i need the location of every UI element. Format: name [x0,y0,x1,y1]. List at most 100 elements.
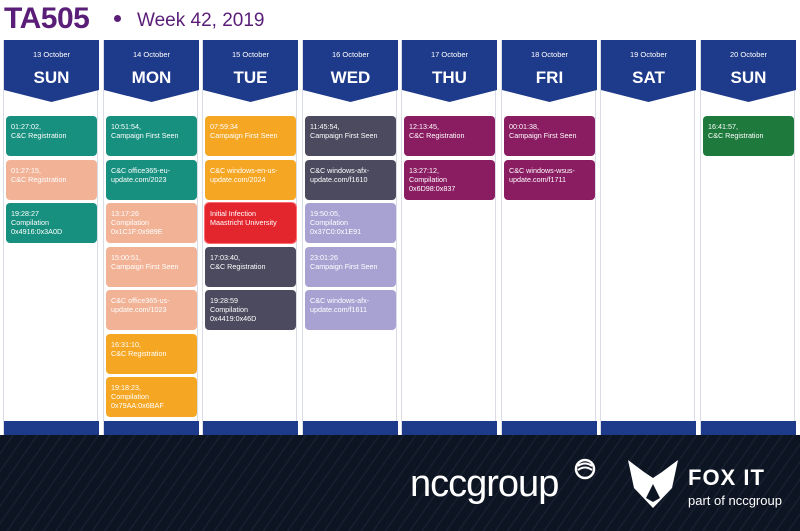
event-time: 19:18:23, [111,383,141,392]
event-time: 10:51:54, [111,122,141,131]
event-card[interactable]: 19:28:27 Compilation 0x4916:0x3A0D [6,203,97,243]
nccgroup-logo: nccgroup [410,463,559,505]
event-card[interactable]: 13:27:12, Compilation 0x6D98:0x837 [404,160,495,200]
day-footer-bar [601,421,696,435]
event-detail: update.com/2024 [210,175,266,184]
day-of-week: SUN [730,68,767,87]
day-column: 18 October FRI 00:01:38, Campaign First See… [501,40,597,435]
day-date: 20 October [729,50,768,59]
event-card[interactable]: 12:13:45, C&C Registration [404,116,495,156]
event-time: 13:27:12, [409,166,439,175]
event-card[interactable]: 00:01:38, Campaign First Seen [504,116,595,156]
event-text: C&C Registration [708,131,764,140]
event-card[interactable]: 16:41:57, C&C Registration [703,116,794,156]
foxit-subtitle: part of nccgroup [688,493,782,508]
event-card[interactable]: 13:17:26 Compilation 0x1C1F:0x989E [106,203,197,243]
event-card[interactable]: 10:51:54, Campaign First Seen [106,116,197,156]
event-text: Compilation [409,175,447,184]
event-card[interactable]: C&C office365-us-update.com/1023 [106,290,197,330]
event-card[interactable]: C&C windows-wsus-update.com/f1711 [504,160,595,200]
event-card[interactable]: 23:01:26 Campaign First Seen [305,247,396,287]
day-of-week: WED [330,68,371,87]
event-card[interactable]: 19:18:23, Compilation 0x79AA:0x6BAF [106,377,197,417]
event-text: C&C Registration [11,175,67,184]
day-column: 14 October MON 10:51:54, Campaign First See… [103,40,199,435]
event-detail: 0x79AA:0x6BAF [111,401,164,410]
day-footer-bar [502,421,597,435]
day-column: 19 October SAT [600,40,696,435]
fox-head-icon [628,460,678,508]
event-detail: 0x6D98:0x837 [409,184,456,193]
event-time: 13:17:26 [111,209,139,218]
event-time: 19:28:27 [11,209,39,218]
foxit-name: FOX IT [688,465,765,490]
event-text: Compilation [111,392,149,401]
day-footer-bar [303,421,398,435]
event-time: 16:31:10, [111,340,141,349]
day-date: 17 October [430,50,469,59]
day-of-week: SUN [33,68,70,87]
event-text: Compilation [111,218,149,227]
day-banner: 14 October MON [104,40,199,102]
day-banner: 15 October TUE [203,40,298,102]
day-date: 19 October [629,50,668,59]
page-header: TA505 Week 42, 2019 [0,0,800,40]
event-detail: update.com/f1610 [310,175,368,184]
event-text: Campaign First Seen [310,131,378,140]
event-card[interactable]: C&C windows-afx-update.com/f1611 [305,290,396,330]
event-card[interactable]: 07:59:34 Campaign First Seen [205,116,296,156]
event-text: C&C office365-eu- [111,166,170,175]
day-column: 17 October THU 12:13:45, C&C Registration 13… [401,40,497,435]
event-time: 19:28:59 [210,296,238,305]
event-time: 07:59:34 [210,122,238,131]
day-date: 16 October [331,50,370,59]
event-card[interactable]: 16:31:10, C&C Registration [106,334,197,374]
event-card[interactable]: 19:50:05, Compilation 0x37C0:0x1E91 [305,203,396,243]
day-footer-bar [402,421,497,435]
event-time: 17:03:40, [210,253,240,262]
event-detail: 0x1C1F:0x989E [111,227,163,236]
day-banner: 16 October WED [303,40,398,102]
week-label: Week 42, 2019 [137,10,265,31]
event-text: Campaign First Seen [111,262,179,271]
event-text: C&C windows-afx- [310,296,370,305]
day-of-week: MON [131,68,172,87]
event-time: 19:50:05, [310,209,340,218]
event-detail: 0x4419:0x46D [210,314,257,323]
event-text: C&C windows-afx- [310,166,370,175]
event-card[interactable]: C&C office365-eu-update.com/2023 [106,160,197,200]
event-text: C&C windows-en-us- [210,166,278,175]
footer-pattern [0,435,800,531]
day-footer-bar [701,421,796,435]
event-text: C&C Registration [409,131,465,140]
event-card[interactable]: 01:27:02, C&C Registration [6,116,97,156]
event-text: Initial Infection [210,209,256,218]
day-column: 15 October TUE 07:59:34 Campaign First Seen… [202,40,298,435]
event-time: 12:13:45, [409,122,439,131]
day-banner: 17 October THU [402,40,497,102]
day-banner: 18 October FRI [502,40,597,102]
event-card[interactable]: 17:03:40, C&C Registration [205,247,296,287]
day-footer-bar [104,421,199,435]
event-card[interactable]: C&C windows-afx-update.com/f1610 [305,160,396,200]
event-card[interactable]: Initial Infection Maastricht University [204,202,297,244]
nccgroup-mark-icon [574,458,596,480]
event-detail: Maastricht University [210,218,277,227]
event-detail: update.com/1023 [111,305,167,314]
event-card[interactable]: C&C windows-en-us-update.com/2024 [205,160,296,200]
day-banner: 19 October SAT [601,40,696,102]
event-time: 01:27:02, [11,122,41,131]
week-calendar: 13 October SUN 01:27:02, C&C Registration 01… [3,40,800,435]
footer-banner: nccgroup FOX IT part of nccgroup [0,435,800,531]
day-date: 14 October [132,50,171,59]
event-card[interactable]: 15:00:51, Campaign First Seen [106,247,197,287]
event-text: Campaign First Seen [111,131,179,140]
event-card[interactable]: 01:27:15, C&C Registration [6,160,97,200]
event-text: Compilation [11,218,49,227]
event-text: Campaign First Seen [509,131,577,140]
day-column: 13 October SUN 01:27:02, C&C Registration 01… [3,40,99,435]
event-text: Compilation [310,218,348,227]
event-detail: 0x4916:0x3A0D [11,227,63,236]
event-card[interactable]: 19:28:59 Compilation 0x4419:0x46D [205,290,296,330]
event-card[interactable]: 11:45:54, Campaign First Seen [305,116,396,156]
